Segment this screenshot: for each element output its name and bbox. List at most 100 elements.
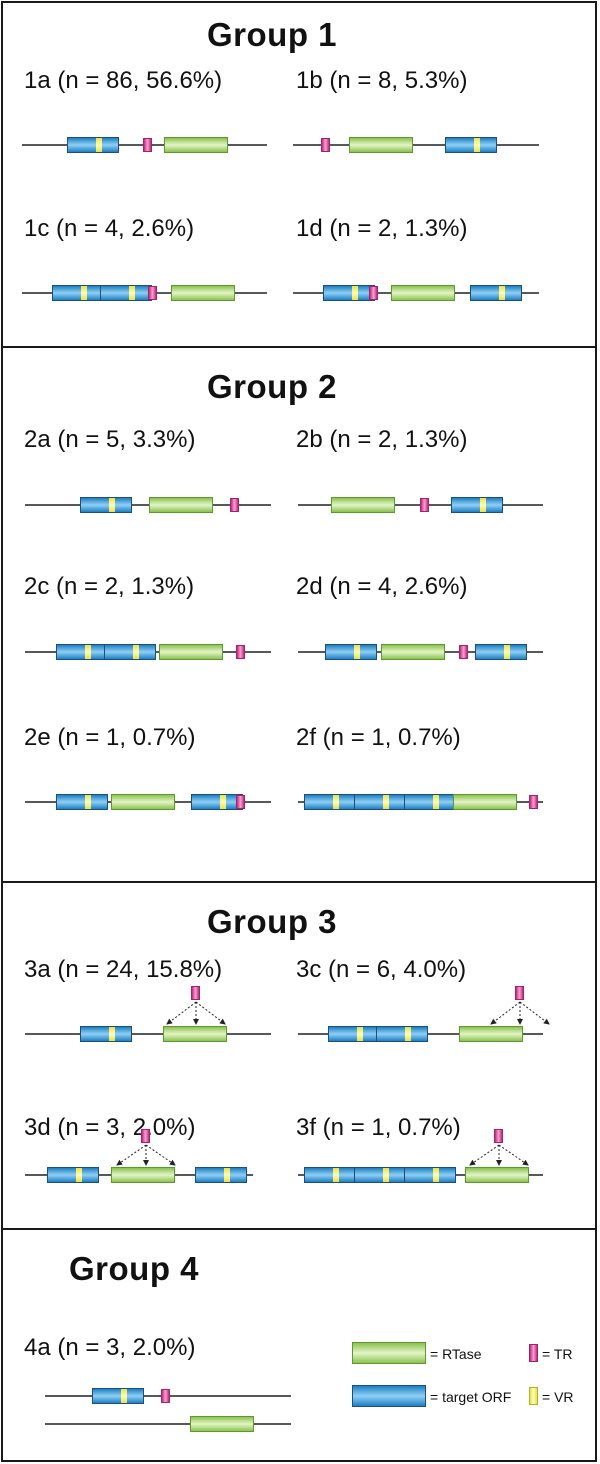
rtase-gene <box>159 644 223 660</box>
legend-orf-swatch <box>352 1385 426 1407</box>
variant-1b-label: 1b (n = 8, 5.3%) <box>296 67 468 94</box>
target-orf <box>304 1167 356 1183</box>
target-orf <box>475 644 527 660</box>
target-orf <box>470 285 522 301</box>
legend-vr-label: = VR <box>542 1389 574 1405</box>
rtase-gene <box>391 285 455 301</box>
rtase-gene <box>453 794 517 810</box>
track-4a-lower <box>45 1423 291 1425</box>
rtase-gene <box>171 285 235 301</box>
tr-element <box>148 286 157 300</box>
vr-segment <box>85 795 91 809</box>
vr-segment <box>129 286 135 300</box>
vr-segment <box>357 1027 363 1041</box>
target-orf <box>80 1026 132 1042</box>
target-orf <box>404 1167 456 1183</box>
rtase-gene <box>465 1167 529 1183</box>
tr-element <box>321 138 330 152</box>
track-2a <box>25 504 271 506</box>
variant-2f-label: 2f (n = 1, 0.7%) <box>296 724 461 751</box>
target-orf <box>104 644 156 660</box>
rtase-gene <box>163 1026 227 1042</box>
rtase-gene <box>349 137 413 153</box>
rtase-gene <box>331 497 395 513</box>
group-2-panel: Group 2 2a (n = 5, 3.3%) 2b (n = 2, 1.3%… <box>1 346 597 883</box>
vr-segment <box>81 286 87 300</box>
group-1-panel: Group 1 1a (n = 86, 56.6%) 1b (n = 8, 5.… <box>1 1 597 348</box>
insertion-arrows <box>166 1001 226 1025</box>
target-orf <box>323 285 375 301</box>
target-orf <box>325 644 377 660</box>
target-orf <box>52 285 104 301</box>
vr-segment <box>109 498 115 512</box>
vr-segment <box>333 795 339 809</box>
target-orf <box>354 1167 406 1183</box>
group-1-title: Group 1 <box>207 16 338 53</box>
target-orf <box>47 1167 99 1183</box>
vr-segment <box>121 1389 127 1403</box>
legend-tr-label: = TR <box>542 1346 573 1362</box>
vr-segment <box>405 1027 411 1041</box>
target-orf <box>56 644 108 660</box>
vr-segment <box>352 286 358 300</box>
target-orf <box>100 285 152 301</box>
vr-segment <box>109 1027 115 1041</box>
vr-segment <box>480 498 486 512</box>
tr-element <box>236 645 245 659</box>
tr-element <box>529 795 538 809</box>
vr-segment <box>383 1168 389 1182</box>
rtase-gene <box>381 644 445 660</box>
legend-tr-swatch <box>529 1344 538 1362</box>
target-orf <box>354 794 406 810</box>
variant-2d-label: 2d (n = 4, 2.6%) <box>296 573 468 600</box>
rtase-gene <box>459 1026 523 1042</box>
vr-segment <box>220 795 226 809</box>
legend-rtase-swatch <box>352 1342 426 1364</box>
target-orf <box>195 1167 247 1183</box>
tr-element <box>236 795 245 809</box>
rtase-gene <box>111 1167 175 1183</box>
target-orf <box>328 1026 380 1042</box>
variant-4a-label: 4a (n = 3, 2.0%) <box>24 1334 196 1361</box>
group-3-panel: Group 3 3a (n = 24, 15.8%) 3c (n = 6, 4.… <box>1 881 597 1230</box>
tr-element <box>515 986 524 1000</box>
variant-2c-label: 2c (n = 2, 1.3%) <box>24 573 195 600</box>
variant-1c-label: 1c (n = 4, 2.6%) <box>24 215 195 242</box>
target-orf <box>80 497 132 513</box>
tr-element <box>369 286 378 300</box>
variant-2e-label: 2e (n = 1, 0.7%) <box>24 724 196 751</box>
vr-segment <box>383 795 389 809</box>
tr-element <box>459 645 468 659</box>
vr-segment <box>85 645 91 659</box>
variant-3f-label: 3f (n = 1, 0.7%) <box>296 1114 461 1141</box>
tr-element <box>494 1129 503 1143</box>
target-orf <box>404 794 456 810</box>
target-orf <box>92 1388 144 1404</box>
tr-element <box>143 138 152 152</box>
rtase-gene <box>190 1416 254 1432</box>
vr-segment <box>433 795 439 809</box>
target-orf <box>376 1026 428 1042</box>
rtase-gene <box>149 497 213 513</box>
insertion-arrows <box>490 1001 550 1025</box>
rtase-gene <box>164 137 228 153</box>
variant-3a-label: 3a (n = 24, 15.8%) <box>24 956 223 983</box>
vr-segment <box>76 1168 82 1182</box>
target-orf <box>445 137 497 153</box>
legend-orf-label: = target ORF <box>430 1389 512 1405</box>
vr-segment <box>474 138 480 152</box>
vr-segment <box>499 286 505 300</box>
vr-segment <box>354 645 360 659</box>
vr-segment <box>504 645 510 659</box>
group-2-title: Group 2 <box>207 368 338 405</box>
tr-element <box>420 498 429 512</box>
variant-3c-label: 3c (n = 6, 4.0%) <box>296 956 467 983</box>
group-4-title: Group 4 <box>69 1250 200 1287</box>
tr-element <box>161 1389 170 1403</box>
tr-element <box>141 1129 150 1143</box>
vr-segment <box>96 138 102 152</box>
legend-rtase-label: = RTase <box>430 1346 482 1362</box>
track-3a <box>25 1033 271 1035</box>
rtase-gene <box>111 794 175 810</box>
